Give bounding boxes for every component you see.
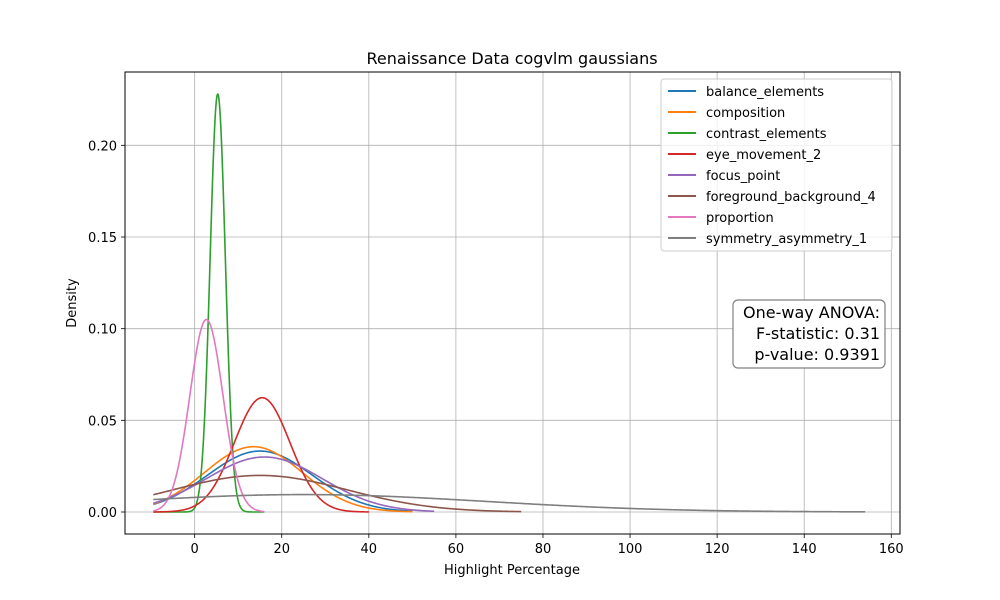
y-tick-label: 0.05 bbox=[88, 414, 117, 429]
y-tick-label: 0.10 bbox=[88, 323, 117, 338]
series-line-eye-movement-2 bbox=[153, 396, 370, 513]
legend: balance_elements composition contrast_elem… bbox=[660, 78, 893, 252]
legend-label-contrast-elements: contrast_elements bbox=[706, 127, 827, 142]
legend-label-balance-elements: balance_elements bbox=[706, 85, 824, 100]
series-line-composition bbox=[153, 445, 413, 513]
x-axis-label: Highlight Percentage bbox=[444, 563, 580, 578]
x-tick-label: 20 bbox=[273, 542, 290, 557]
anova-box-frame bbox=[732, 299, 886, 369]
legend-label-proportion: proportion bbox=[706, 211, 774, 226]
x-tick-label: 80 bbox=[535, 542, 552, 557]
anova-title: One-way ANOVA: bbox=[743, 303, 880, 322]
legend-label-focus-point: focus_point bbox=[706, 169, 780, 184]
anova-annotation: One-way ANOVA: F-statistic: 0.31 p-value… bbox=[732, 299, 886, 369]
y-tick-label: 0.15 bbox=[88, 231, 117, 246]
x-tick-label: 60 bbox=[448, 542, 465, 557]
x-tick-label: 120 bbox=[705, 542, 730, 557]
legend-label-composition: composition bbox=[706, 106, 785, 121]
series-line-foreground-background-4 bbox=[153, 474, 522, 513]
series-line-symmetry-asymmetry-1 bbox=[153, 493, 866, 513]
x-tick-label: 100 bbox=[618, 542, 643, 557]
x-tick-label: 160 bbox=[879, 542, 904, 557]
chart-title: Renaissance Data cogvlm gaussians bbox=[366, 49, 657, 68]
plot-frame bbox=[124, 71, 901, 535]
y-tick-label: 0.00 bbox=[88, 506, 117, 521]
legend-label-symmetry-asymmetry-1: symmetry_asymmetry_1 bbox=[706, 232, 867, 247]
anova-p-value: p-value: 0.9391 bbox=[754, 345, 880, 364]
x-tick-label: 0 bbox=[191, 542, 199, 557]
legend-box bbox=[660, 78, 893, 252]
x-tick-label: 40 bbox=[361, 542, 378, 557]
series-line-focus-point bbox=[153, 456, 435, 513]
ticks: 0 20 40 60 80 100 120 140 160 0.00 0.05 0.10 0.15 0.2… bbox=[88, 139, 904, 557]
legend-label-foreground-background-4: foreground_background_4 bbox=[706, 190, 876, 205]
y-tick-label: 0.20 bbox=[88, 139, 117, 154]
legend-label-eye-movement-2: eye_movement_2 bbox=[706, 148, 821, 163]
x-tick-label: 140 bbox=[792, 542, 817, 557]
anova-f-statistic: F-statistic: 0.31 bbox=[756, 324, 880, 343]
series-line-proportion bbox=[152, 318, 265, 513]
series-layer bbox=[152, 93, 866, 513]
y-axis-label: Density bbox=[65, 278, 80, 328]
